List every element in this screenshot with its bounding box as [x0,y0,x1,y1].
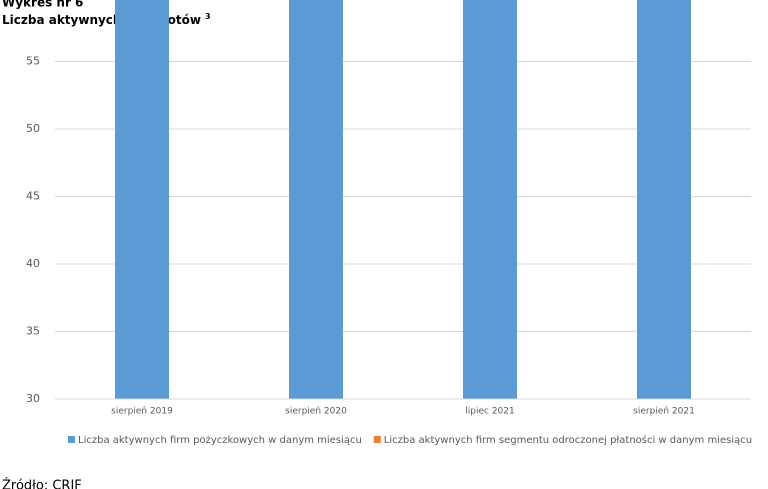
chart-header: Wykres nr 6 [2,0,83,10]
y-tick-label: 45 [26,190,40,203]
source: Źródło: CRIF [2,478,82,489]
title-note: 3 [205,12,211,21]
title-text: Liczba aktywnych podmiotów [2,13,201,27]
y-tick-label: 50 [26,122,40,135]
y-tick-label: 55 [26,55,40,68]
x-tick-label: sierpień 2019 [111,407,173,417]
bar-segment [115,0,169,399]
legend-swatch [68,436,75,443]
y-tick-label: 30 [26,392,40,405]
chart-title: Liczba aktywnych podmiotów 3 [2,12,211,27]
legend-label: Liczba aktywnych firm segmentu odroczone… [384,434,752,446]
legend-swatch [373,436,381,443]
bar-segment [463,0,517,399]
legend-label: Liczba aktywnych firm pożyczkowych w dan… [78,435,362,446]
bar-segment [289,0,343,399]
x-tick-label: sierpień 2020 [285,407,347,417]
y-tick-label: 40 [26,257,40,270]
y-tick-label: 35 [26,325,40,338]
x-tick-label: sierpień 2021 [633,407,695,417]
x-tick-label: lipiec 2021 [465,407,514,417]
bar-segment [637,0,691,399]
